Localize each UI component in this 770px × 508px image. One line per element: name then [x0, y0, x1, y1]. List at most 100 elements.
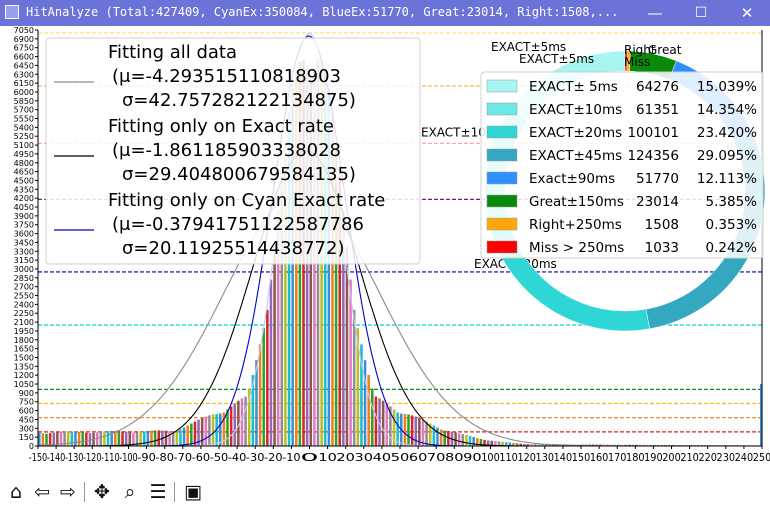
histogram-bar — [331, 112, 334, 446]
histogram-bar — [334, 142, 338, 446]
histogram-bar — [378, 398, 381, 446]
y-tick-label: 4800 — [14, 159, 34, 168]
histogram-bar — [537, 444, 541, 446]
pie-legend-label: EXACT±45ms — [529, 148, 622, 164]
histogram-bar — [124, 431, 128, 446]
fit-legend-sigma: σ=29.404800679584135) — [122, 164, 356, 185]
histogram-bar — [85, 432, 88, 446]
pie-legend-label: EXACT± 5ms — [529, 79, 618, 95]
histogram-bar — [342, 211, 345, 446]
histogram-bar — [219, 413, 222, 446]
zoom-icon[interactable]: ⌕ — [124, 481, 136, 503]
y-tick-label: 3000 — [14, 265, 34, 274]
configure-icon[interactable]: ☰ — [149, 481, 167, 503]
histogram-bar — [269, 279, 273, 446]
histogram-bar — [465, 435, 468, 446]
histogram-bar — [164, 430, 168, 446]
histogram-bar — [454, 432, 457, 446]
x-tick-label: 60 — [409, 452, 428, 464]
histogram-bar — [624, 444, 627, 446]
x-tick-label: 20 — [336, 452, 355, 464]
x-tick-label: 130 — [536, 452, 555, 464]
histogram-bar — [403, 413, 407, 446]
histogram-bar — [360, 344, 363, 446]
minimize-button[interactable]: — — [647, 4, 663, 22]
pan-icon[interactable]: ✥ — [94, 481, 110, 503]
histogram-bar — [356, 328, 360, 446]
pie-legend-count: 100101 — [627, 125, 679, 141]
histogram-bar — [407, 414, 410, 446]
forward-icon[interactable]: ⇨ — [60, 481, 76, 503]
x-tick-label: -50 — [210, 452, 229, 464]
pie-legend-percent: 14.354% — [697, 102, 757, 118]
histogram-bar — [208, 415, 211, 446]
y-tick-label: 2100 — [14, 318, 34, 327]
x-tick-label: 10 — [318, 452, 337, 464]
y-tick-label: 2700 — [14, 283, 34, 292]
y-tick-label: 6150 — [14, 79, 34, 88]
histogram-bar — [171, 431, 175, 446]
histogram-bar — [381, 400, 385, 446]
fit-legend-box — [45, 37, 421, 265]
histogram-bar — [533, 444, 537, 446]
maximize-button[interactable]: ☐ — [694, 5, 708, 21]
y-tick-label: 1050 — [14, 380, 34, 389]
histogram-bar — [240, 398, 244, 446]
histogram-bar — [421, 419, 425, 446]
pie-legend: EXACT± 5ms 64276 15.039% EXACT±10ms 61351 14.… — [480, 71, 764, 259]
histogram-bar — [352, 309, 356, 446]
y-tick-label: 7050 — [14, 26, 34, 35]
pie-legend-percent: 23.420% — [697, 125, 757, 141]
histogram-bar — [255, 360, 258, 446]
histogram-bar — [204, 416, 208, 446]
histogram-bar — [461, 434, 465, 446]
y-tick-label: 5250 — [14, 132, 34, 141]
histogram-bar — [70, 431, 74, 446]
save-icon[interactable]: ▣ — [184, 481, 202, 503]
x-tick-label: -130 — [65, 452, 84, 464]
y-tick-label: 6600 — [14, 53, 34, 62]
histogram-bar — [396, 412, 399, 446]
home-icon[interactable]: ⌂ — [9, 481, 23, 503]
x-tick-label: 180 — [626, 452, 645, 464]
histogram-bar — [237, 400, 240, 446]
title-bar[interactable]: HitAnalyze (Total:427409, CyanEx:350084,… — [0, 0, 770, 26]
pie-legend-label: EXACT±10ms — [529, 102, 622, 118]
histogram-bar — [374, 396, 378, 446]
histogram-bar — [439, 429, 443, 446]
pie-legend-count: 51770 — [636, 171, 679, 187]
histogram-bar — [193, 421, 197, 446]
pie-legend-count: 1033 — [645, 240, 679, 256]
histogram-bar — [99, 431, 103, 446]
histogram-bar — [66, 431, 70, 446]
histogram-bar — [447, 431, 450, 446]
histogram-bar — [371, 388, 374, 446]
y-tick-label: 4500 — [14, 176, 34, 185]
pie-legend-swatch — [486, 148, 518, 162]
pie-legend-swatch — [486, 171, 518, 185]
histogram-bar — [602, 444, 606, 446]
histogram-bar — [418, 418, 421, 446]
histogram-bar — [414, 416, 418, 446]
y-tick-label: 750 — [19, 398, 34, 407]
histogram-bar — [367, 374, 370, 446]
back-icon[interactable]: ⇦ — [34, 481, 50, 503]
histogram-bar — [110, 430, 113, 446]
histogram-bar — [599, 444, 602, 446]
y-tick-label: 6750 — [14, 44, 34, 53]
y-tick-label: 450 — [19, 415, 34, 424]
histogram-bar — [266, 309, 269, 446]
histogram-bar — [432, 425, 436, 446]
x-tick-label: 120 — [517, 452, 536, 464]
close-button[interactable]: ✕ — [740, 4, 754, 22]
histogram-bar — [544, 444, 548, 446]
y-tick-label: 1200 — [14, 371, 34, 380]
x-tick-label: 50 — [391, 452, 410, 464]
histogram-bar — [45, 433, 48, 446]
x-tick-label: -40 — [228, 452, 247, 464]
pie-legend-count: 61351 — [636, 102, 679, 118]
x-tick-label: -30 — [246, 452, 265, 464]
histogram-bar — [338, 176, 341, 447]
